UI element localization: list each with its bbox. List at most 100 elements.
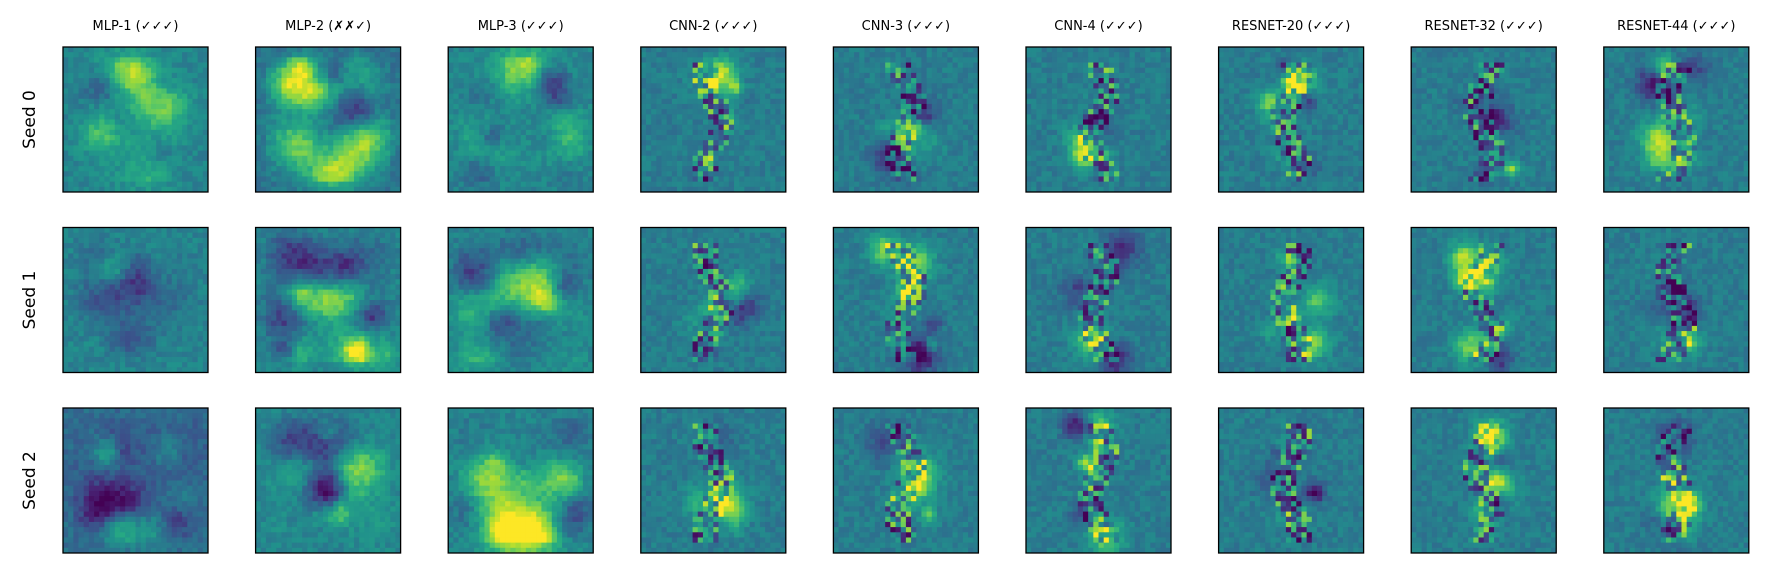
heatmap-cell (1124, 129, 1130, 136)
heatmap-cell (104, 88, 111, 95)
heatmap-cell (895, 176, 902, 183)
heatmap-cell (135, 135, 142, 141)
heatmap-cell (880, 72, 886, 79)
heatmap-cell (1223, 47, 1230, 53)
heatmap-cell (1103, 98, 1110, 105)
heatmap-cell (510, 98, 516, 105)
heatmap-cell (474, 109, 480, 115)
heatmap-cell (197, 166, 204, 172)
heatmap-cell (271, 176, 277, 183)
heatmap-cell (739, 88, 745, 95)
heatmap-cell (171, 155, 178, 162)
heatmap-cell (702, 145, 709, 151)
heatmap-cell (838, 166, 845, 172)
heatmap-cell (88, 160, 95, 167)
heatmap-cell (656, 114, 662, 120)
heatmap-cell (551, 145, 558, 151)
heatmap-cell (671, 171, 678, 177)
heatmap-cell (364, 181, 370, 188)
heatmap-cell (1129, 103, 1136, 110)
heatmap-cell (1223, 62, 1230, 69)
row-label: Seed 2 (20, 451, 40, 510)
heatmap-cell (187, 88, 193, 95)
heatmap-cell (114, 72, 121, 79)
heatmap-cell (556, 129, 563, 136)
column-title: MLP-1 (✓✓✓) (93, 19, 179, 34)
heatmap-cell (1280, 62, 1287, 69)
heatmap-cell (286, 98, 293, 105)
heatmap-cell (510, 78, 516, 84)
heatmap-cell (1145, 93, 1151, 100)
heatmap-cell (692, 98, 699, 105)
heatmap-cell (765, 57, 771, 63)
heatmap-cell (556, 98, 563, 105)
heatmap-cell (140, 186, 147, 193)
heatmap-cell (119, 176, 126, 183)
heatmap-cell (390, 124, 396, 131)
heatmap-cell (692, 78, 699, 84)
heatmap-cell (942, 98, 948, 105)
heatmap-cell (166, 176, 173, 183)
heatmap-cell (942, 52, 948, 58)
heatmap-cell (562, 119, 568, 126)
heatmap-cell (317, 135, 324, 141)
heatmap-cell (640, 47, 647, 53)
heatmap-cell (651, 124, 657, 131)
heatmap-cell (505, 103, 511, 110)
heatmap-cell (379, 88, 386, 95)
heatmap-cell (666, 171, 673, 177)
heatmap-cell (1093, 124, 1099, 131)
heatmap-cell (1353, 72, 1359, 79)
heatmap-cell (687, 109, 693, 115)
heatmap-cell (905, 171, 912, 177)
heatmap-cell (1077, 119, 1084, 126)
heatmap-cell (328, 160, 334, 167)
heatmap-cell (713, 72, 719, 79)
heatmap-cell (661, 171, 668, 177)
heatmap-cell (687, 145, 693, 151)
heatmap-cell (1036, 78, 1042, 84)
heatmap-cell (260, 129, 267, 136)
heatmap-cell (291, 145, 298, 151)
heatmap-cell (1332, 72, 1339, 79)
heatmap-cell (505, 181, 511, 188)
heatmap-cell (468, 181, 475, 188)
heatmap-cell (1067, 114, 1074, 120)
heatmap-cell (541, 57, 547, 63)
heatmap-cell (119, 124, 126, 131)
heatmap-cell (395, 160, 401, 167)
heatmap-cell (952, 109, 959, 115)
heatmap-cell (499, 150, 506, 157)
heatmap-cell (468, 176, 475, 183)
heatmap-cell (1150, 57, 1156, 63)
heatmap-cell (297, 140, 303, 146)
heatmap-cell (99, 145, 105, 151)
heatmap-cell (1129, 135, 1136, 141)
heatmap-cell (265, 145, 272, 151)
heatmap-cell (718, 57, 725, 63)
heatmap-cell (1062, 166, 1068, 172)
heatmap-cell (546, 78, 553, 84)
heatmap-cell (854, 62, 860, 69)
heatmap-cell (947, 124, 953, 131)
heatmap-cell (838, 119, 845, 126)
heatmap-cell (156, 98, 162, 105)
heatmap-cell (1129, 160, 1136, 167)
heatmap-cell (973, 160, 979, 167)
heatmap-cell (489, 176, 496, 183)
heatmap-cell (931, 140, 938, 146)
heatmap-cell (759, 109, 766, 115)
heatmap-cell (734, 67, 740, 74)
heatmap-cell (1093, 181, 1099, 188)
heatmap-cell (952, 171, 959, 177)
heatmap-cell (931, 47, 938, 53)
heatmap-cell (942, 114, 948, 120)
heatmap-cell (484, 98, 491, 105)
heatmap-cell (728, 62, 735, 69)
heatmap-cell (1129, 150, 1136, 157)
heatmap-cell (677, 140, 683, 146)
heatmap-cell (1155, 176, 1162, 183)
heatmap-cell (708, 83, 714, 89)
heatmap-cell (562, 155, 568, 162)
heatmap-cell (99, 67, 105, 74)
